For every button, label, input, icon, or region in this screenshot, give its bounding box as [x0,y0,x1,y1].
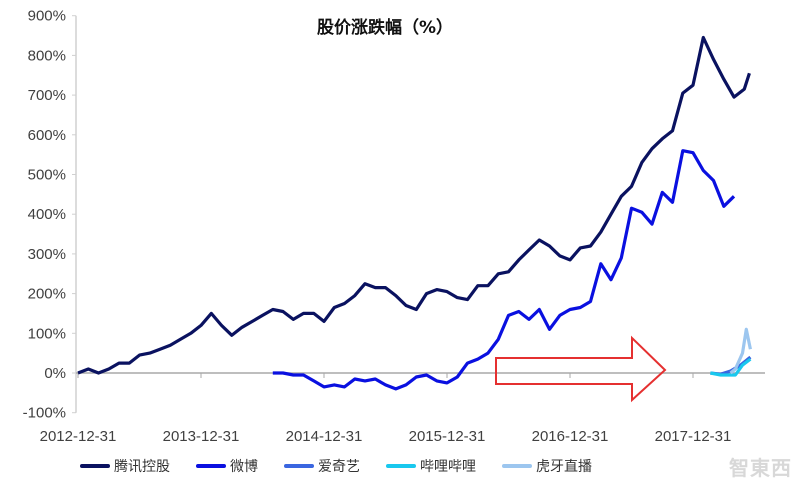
x-tick-label: 2017-12-31 [655,428,732,445]
watermark-logo: 智東西 [729,456,792,480]
x-tick-label: 2012-12-31 [40,428,117,445]
series-line-0 [77,35,751,375]
legend-item: 爱奇艺 [284,456,360,476]
y-tick-label: -100% [23,405,66,422]
legend-swatch [196,464,226,468]
chart-title: 股价涨跌幅（%） [317,17,453,38]
y-tick-label: 700% [28,87,66,104]
x-tick-label: 2015-12-31 [409,428,486,445]
legend-label: 虎牙直播 [536,459,592,475]
x-tick-label: 2013-12-31 [163,428,240,445]
y-tick-label: 600% [28,127,66,144]
legend-item: 虎牙直播 [502,456,592,476]
y-tick-label: 800% [28,47,66,64]
legend-item: 腾讯控股 [80,456,170,476]
legend-swatch [502,464,532,468]
legend-label: 腾讯控股 [114,459,170,475]
legend: 腾讯控股 微博 爱奇艺 哔哩哔哩 虎牙直播 [80,456,592,476]
legend-label: 哔哩哔哩 [420,459,476,475]
y-tick-label: 100% [28,325,66,342]
x-tick-label: 2014-12-31 [286,428,363,445]
legend-item: 微博 [196,456,258,476]
series-line-4 [729,327,752,375]
series-line-1 [272,149,736,391]
legend-swatch [80,464,110,468]
series-line-3 [710,357,752,377]
y-tick-label: 500% [28,167,66,184]
y-tick-label: 900% [28,8,66,25]
red-arrow-annotation [495,335,667,403]
y-tick-label: 0% [44,365,66,382]
legend-item: 哔哩哔哩 [386,456,476,476]
line-chart: 股价涨跌幅（%） -100% 0% 100% 200% 300% 400% 500% 600%… [23,8,765,445]
legend-swatch [284,464,314,468]
legend-label: 微博 [230,459,258,475]
x-tick-label: 2016-12-31 [532,428,609,445]
y-tick-label: 300% [28,246,66,263]
legend-swatch [386,464,416,468]
y-tick-label: 400% [28,206,66,223]
y-tick-label: 200% [28,286,66,303]
legend-label: 爱奇艺 [318,459,360,475]
